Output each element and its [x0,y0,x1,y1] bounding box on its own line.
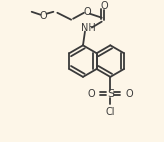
Text: O: O [125,89,133,99]
Text: O: O [40,11,47,21]
Text: NH: NH [81,23,95,33]
Text: Cl: Cl [106,107,115,117]
Text: O: O [101,1,109,11]
Text: O: O [83,7,91,17]
Text: S: S [107,89,114,99]
Text: O: O [88,89,95,99]
